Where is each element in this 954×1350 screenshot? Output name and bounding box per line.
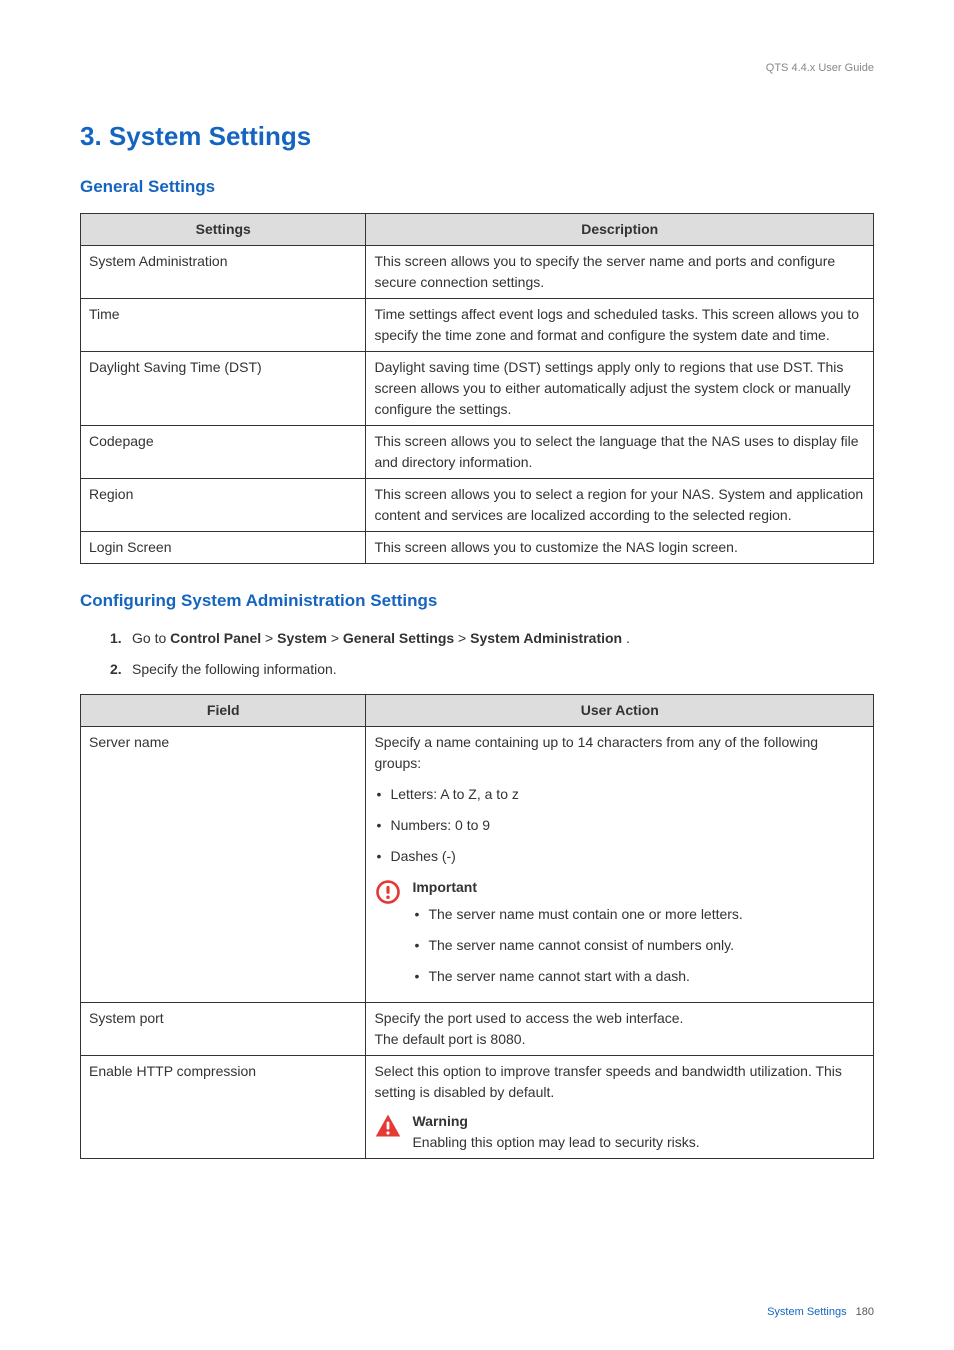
cell-name: Login Screen [81,532,366,564]
table-row: Codepage This screen allows you to selec… [81,426,874,479]
warning-title: Warning [412,1111,865,1132]
chapter-title: 3. System Settings [80,117,874,156]
table-row: Daylight Saving Time (DST) Daylight savi… [81,352,874,426]
bullet-item: The server name must contain one or more… [412,904,865,925]
cell-desc: This screen allows you to select a regio… [366,479,874,532]
step1-seg2: System [277,630,327,646]
footer-page: 180 [856,1306,874,1318]
sep: > [327,630,343,646]
step-2: Specify the following information. [110,659,874,680]
step1-prefix: Go to [132,630,170,646]
bullet-item: The server name cannot start with a dash… [412,966,865,987]
important-icon [374,878,402,906]
cell-action: Specify a name containing up to 14 chara… [366,726,874,1002]
cell-name: System Administration [81,246,366,299]
step1-seg4: System Administration [470,630,622,646]
table-row: Region This screen allows you to select … [81,479,874,532]
row-system-port: System port Specify the port used to acc… [81,1002,874,1055]
cell-field: Enable HTTP compression [81,1055,366,1158]
system-port-line1: Specify the port used to access the web … [374,1008,865,1029]
http-comp-intro: Select this option to improve transfer s… [374,1061,865,1103]
header-guide-label: QTS 4.4.x User Guide [80,60,874,77]
server-name-intro: Specify a name containing up to 14 chara… [374,732,865,774]
important-title: Important [412,877,865,898]
cell-name: Region [81,479,366,532]
col-field: Field [81,694,366,726]
system-port-line2: The default port is 8080. [374,1029,865,1050]
warning-icon [374,1112,402,1140]
field-action-table: Field User Action Server name Specify a … [80,694,874,1159]
cell-desc: This screen allows you to customize the … [366,532,874,564]
cell-desc: This screen allows you to specify the se… [366,246,874,299]
step1-seg1: Control Panel [170,630,261,646]
important-bullets: The server name must contain one or more… [412,904,865,987]
cell-action: Specify the port used to access the web … [366,1002,874,1055]
page-footer: System Settings 180 [767,1304,874,1321]
bullet-item: Dashes (-) [374,846,865,867]
config-admin-heading: Configuring System Administration Settin… [80,588,874,614]
cell-desc: This screen allows you to select the lan… [366,426,874,479]
warning-text: Enabling this option may lead to securit… [412,1132,865,1153]
general-settings-table: Settings Description System Administrati… [80,213,874,564]
server-name-bullets: Letters: A to Z, a to z Numbers: 0 to 9 … [374,784,865,867]
col-user-action: User Action [366,694,874,726]
row-server-name: Server name Specify a name containing up… [81,726,874,1002]
cell-field: Server name [81,726,366,1002]
steps-list: Go to Control Panel > System > General S… [110,628,874,680]
step1-seg3: General Settings [343,630,454,646]
general-settings-heading: General Settings [80,174,874,200]
cell-field: System port [81,1002,366,1055]
cell-name: Codepage [81,426,366,479]
cell-action: Select this option to improve transfer s… [366,1055,874,1158]
table-row: Login Screen This screen allows you to c… [81,532,874,564]
footer-section: System Settings [767,1306,846,1318]
bullet-item: Numbers: 0 to 9 [374,815,865,836]
cell-desc: Time settings affect event logs and sche… [366,299,874,352]
important-callout: Important The server name must contain o… [374,877,865,997]
step-1: Go to Control Panel > System > General S… [110,628,874,649]
table-row: Time Time settings affect event logs and… [81,299,874,352]
warning-callout: Warning Enabling this option may lead to… [374,1111,865,1153]
cell-name: Time [81,299,366,352]
bullet-item: The server name cannot consist of number… [412,935,865,956]
step1-suffix: . [622,630,630,646]
sep: > [454,630,470,646]
cell-name: Daylight Saving Time (DST) [81,352,366,426]
cell-desc: Daylight saving time (DST) settings appl… [366,352,874,426]
col-description: Description [366,214,874,246]
table-row: System Administration This screen allows… [81,246,874,299]
row-http-compression: Enable HTTP compression Select this opti… [81,1055,874,1158]
bullet-item: Letters: A to Z, a to z [374,784,865,805]
col-settings: Settings [81,214,366,246]
sep: > [261,630,277,646]
